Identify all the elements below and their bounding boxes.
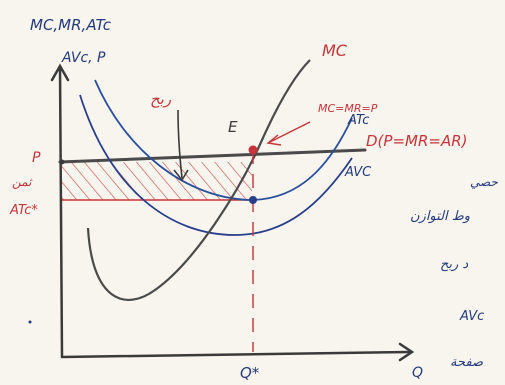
right-note-5: صفحة: [450, 355, 484, 370]
y-axis-label-2: AVc, P: [61, 50, 106, 66]
atc-point: [249, 196, 257, 204]
equilibrium-label: E: [228, 118, 238, 136]
condition-label: MC=MR=P: [318, 102, 378, 115]
right-note-2: وط التوازن: [410, 209, 470, 224]
profit-label: ربح: [150, 90, 172, 108]
mc-label: MC: [322, 41, 348, 60]
demand-line: [58, 148, 367, 164]
stray-dot: [28, 320, 32, 324]
x-axis: [60, 350, 412, 359]
profit-arrow-head: [173, 169, 189, 182]
mc-curve: [86, 59, 311, 301]
profit-arrow: [177, 109, 183, 179]
equilibrium-point: [248, 145, 258, 155]
atc-label: ATc: [347, 113, 369, 128]
right-note-4: AVc: [459, 309, 484, 324]
y-axis-label-1: MC,MR,ATc: [30, 16, 112, 34]
demand-label: D(P=MR=AR): [366, 132, 467, 150]
y-axis-arrow: [50, 63, 70, 82]
condition-arrow-head: [266, 134, 282, 146]
x-axis-label: Q: [412, 365, 423, 381]
price-label: P: [32, 150, 41, 166]
profit-area: [62, 162, 252, 200]
y-axis-dot: [59, 159, 65, 165]
right-note-3: د ربح: [440, 257, 468, 272]
avc-curve: [79, 94, 353, 236]
x-axis-arrow: [398, 342, 415, 362]
atc-star-label: ATc*: [9, 203, 38, 218]
price-arabic-label: ثمن: [12, 175, 33, 189]
avc-label: AVC: [344, 165, 372, 180]
y-axis: [58, 66, 64, 359]
right-note-1: حصي: [470, 175, 498, 189]
axes: [50, 63, 415, 362]
q-star-label: Q*: [240, 364, 260, 382]
condition-arrow: [269, 121, 311, 143]
